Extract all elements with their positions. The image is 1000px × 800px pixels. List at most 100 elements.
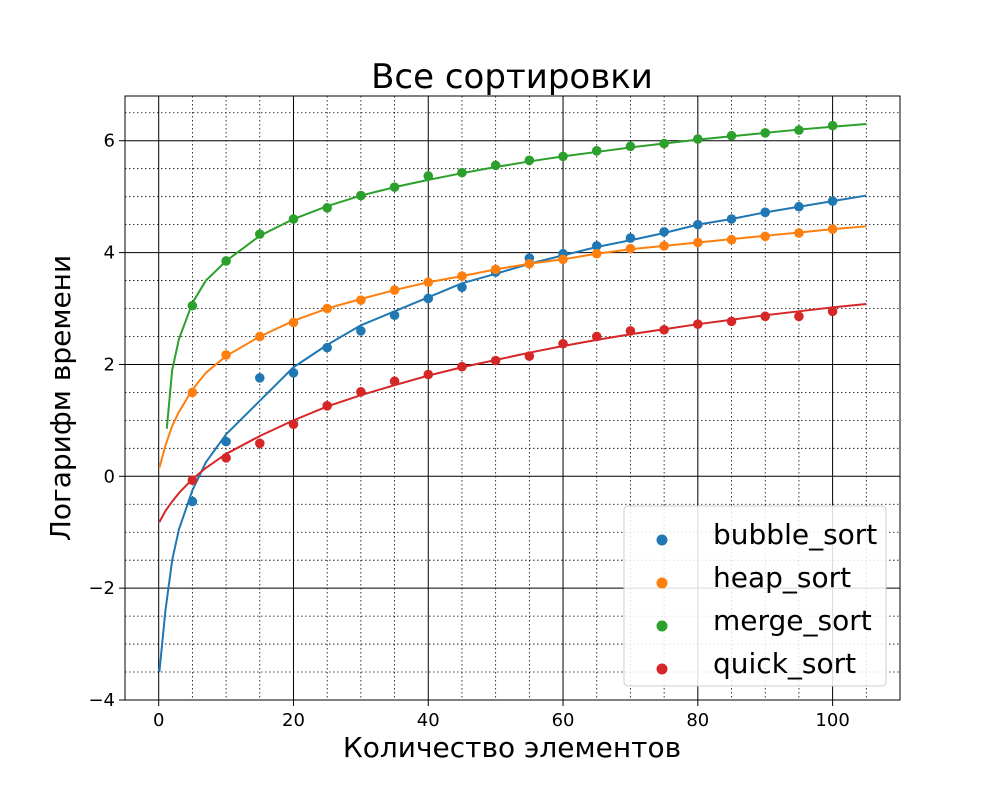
merge_sort-point [625,141,636,152]
heap_sort-point [221,350,231,360]
heap_sort-legend-label: heap_sort [713,561,851,594]
merge_sort-point [726,130,737,141]
quick_sort-point [322,401,332,411]
heap_sort-point [659,241,669,251]
bubble_sort-point [423,293,434,304]
bubble_sort-fit-line [158,194,867,673]
quick_sort-point [591,331,602,342]
heap_sort-point [558,254,568,265]
heap_sort-point [490,264,501,275]
bubble_sort-point [288,368,299,378]
series-quick_sort [158,303,867,523]
heap_sort-fit-line [158,225,867,469]
quick_sort-point [423,369,434,380]
bubble_sort-point [221,436,231,447]
quick_sort-point [693,319,703,329]
quick_sort-point [760,311,771,322]
heap_sort-point [726,234,737,245]
quick_sort-point [389,376,400,387]
merge_sort-point [490,160,501,171]
heap_sort-point [524,258,535,269]
y-tick-label: 6 [104,131,115,152]
x-tick-label: 20 [282,710,305,731]
merge_sort-legend-marker [656,620,668,632]
merge_sort-point [827,120,838,131]
bubble_sort-point [457,282,467,293]
x-tick-label: 100 [815,710,849,731]
legend-item-heap_sort: heap_sort [656,561,851,594]
bubble_sort-point [726,214,737,224]
x-tick-label: 60 [552,710,575,731]
heap_sort-point [760,231,771,242]
quick_sort-point [457,361,467,372]
heap_sort-point [423,277,434,288]
heap_sort-point [794,228,804,238]
merge_sort-point [457,167,467,178]
merge_sort-point [389,182,400,192]
merge_sort-point [221,256,231,266]
bubble_sort-point [659,227,669,237]
series-heap_sort [158,224,867,469]
y-tick-label: −2 [88,578,115,599]
merge_sort-point [322,203,332,213]
merge_sort-point [288,214,299,224]
bubble_sort-point [693,219,703,230]
merge_sort-point [693,134,703,144]
quick_sort-point [524,351,535,361]
heap_sort-point [389,285,400,295]
quick_sort-point [490,355,501,366]
bubble_sort-point [356,326,366,336]
bubble_sort-point [254,373,265,383]
series-bubble_sort [158,194,867,673]
quick_sort-point [187,475,198,486]
legend-box [623,505,887,687]
legend-item-merge_sort: merge_sort [656,604,872,637]
heap_sort-point [322,303,332,314]
merge_sort-point [591,146,602,156]
y-tick-label: 2 [104,354,115,375]
heap_sort-point [827,224,838,234]
bubble_sort-point [187,496,198,507]
merge_sort-point [760,128,771,138]
quick_sort-point [356,387,366,397]
merge_sort-point [356,190,366,201]
bubble_sort-point [389,310,400,321]
heap_sort-legend-marker [656,577,668,589]
quick_sort-point [221,453,231,463]
merge_sort-point [187,300,198,311]
series-layer [158,120,867,673]
quick_sort-point [659,324,669,335]
ticks-layer: 0 20 40 60 80 100 −4 −2 0 2 4 6 [88,131,849,731]
merge_sort-point [794,125,804,135]
bubble_sort-point [625,233,636,243]
merge_sort-point [423,171,434,181]
heap_sort-point [187,387,198,398]
chart-title: Все сортировки [371,57,653,97]
heap_sort-point [356,295,366,305]
x-tick-label: 80 [686,710,709,731]
quick_sort-point [254,438,265,449]
heap_sort-point [288,317,299,328]
x-tick-label: 0 [153,710,164,731]
y-tick-label: 4 [104,243,115,264]
plot-border [124,95,901,701]
heap_sort-point [591,248,602,259]
legend: bubble_sort heap_sort merge_sort quick_sort [623,505,887,687]
merge_sort-fit-line [165,122,867,429]
merge_sort-legend-label: merge_sort [713,604,872,637]
heap_sort-point [693,237,703,248]
merge_sort-point [558,151,568,162]
quick_sort-point [726,316,737,327]
quick_sort-legend-label: quick_sort [713,647,856,680]
bubble_sort-legend-marker [656,534,668,546]
bubble_sort-point [591,241,602,251]
x-axis-label: Количество элементов [343,731,681,764]
quick_sort-point [794,311,804,322]
quick_sort-point [558,338,568,349]
quick_sort-point [625,326,636,336]
x-tick-label: 40 [417,710,440,731]
quick_sort-point [288,419,299,430]
plot-frame [124,95,901,701]
